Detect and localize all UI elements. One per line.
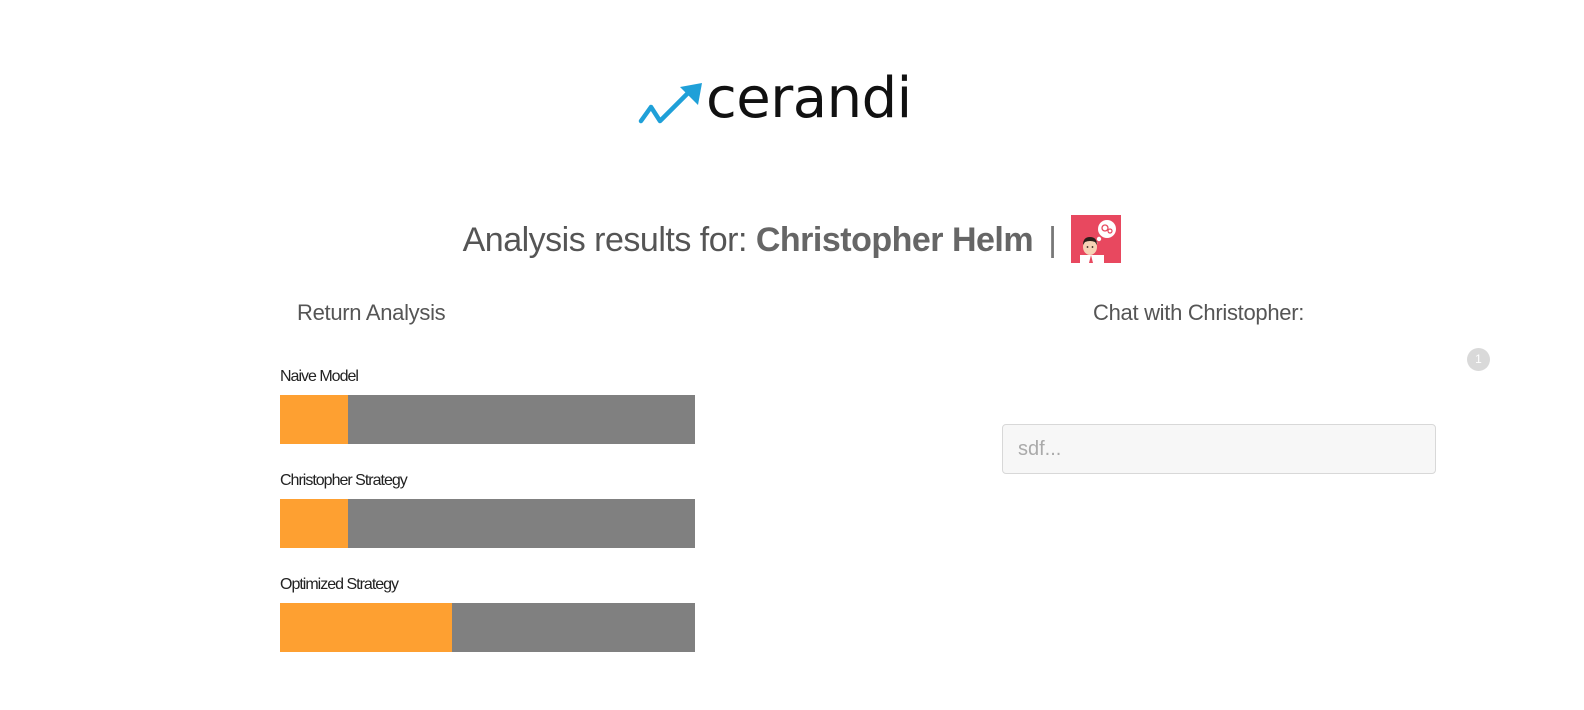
user-name: Christopher Helm [755, 220, 1034, 259]
chat-input[interactable] [1002, 424, 1436, 474]
return-analysis-title: Return Analysis [297, 300, 446, 325]
chat-title: Chat with Christopher: [1093, 300, 1305, 325]
bar-label: Optimized Strategy [280, 576, 399, 593]
bar-naive-model: Naive Model [280, 368, 695, 444]
thinking-person-avatar-icon [1071, 215, 1122, 263]
bar-label: Naive Model [280, 368, 359, 385]
trend-arrow-icon [638, 83, 702, 124]
page-title: Analysis results for: Christopher Helm | [0, 215, 1584, 266]
progress-bar-track [280, 395, 695, 444]
progress-bar-fill [280, 603, 453, 652]
progress-bar-fill [280, 395, 349, 444]
bar-optimized-strategy: Optimized Strategy [280, 576, 695, 652]
progress-bar-fill [280, 499, 349, 548]
title-prefix: Analysis results for: [462, 220, 748, 259]
brand-logo[interactable]: cerandi [638, 70, 938, 134]
avatar [1071, 215, 1122, 263]
notification-badge[interactable]: 1 [1467, 348, 1490, 371]
title-separator: | [1048, 220, 1057, 259]
bar-label: Christopher Strategy [280, 472, 408, 489]
progress-bar-track [280, 499, 695, 548]
progress-bar-track [280, 603, 695, 652]
brand-name: cerandi [706, 66, 912, 131]
bar-christopher-strategy: Christopher Strategy [280, 472, 695, 548]
